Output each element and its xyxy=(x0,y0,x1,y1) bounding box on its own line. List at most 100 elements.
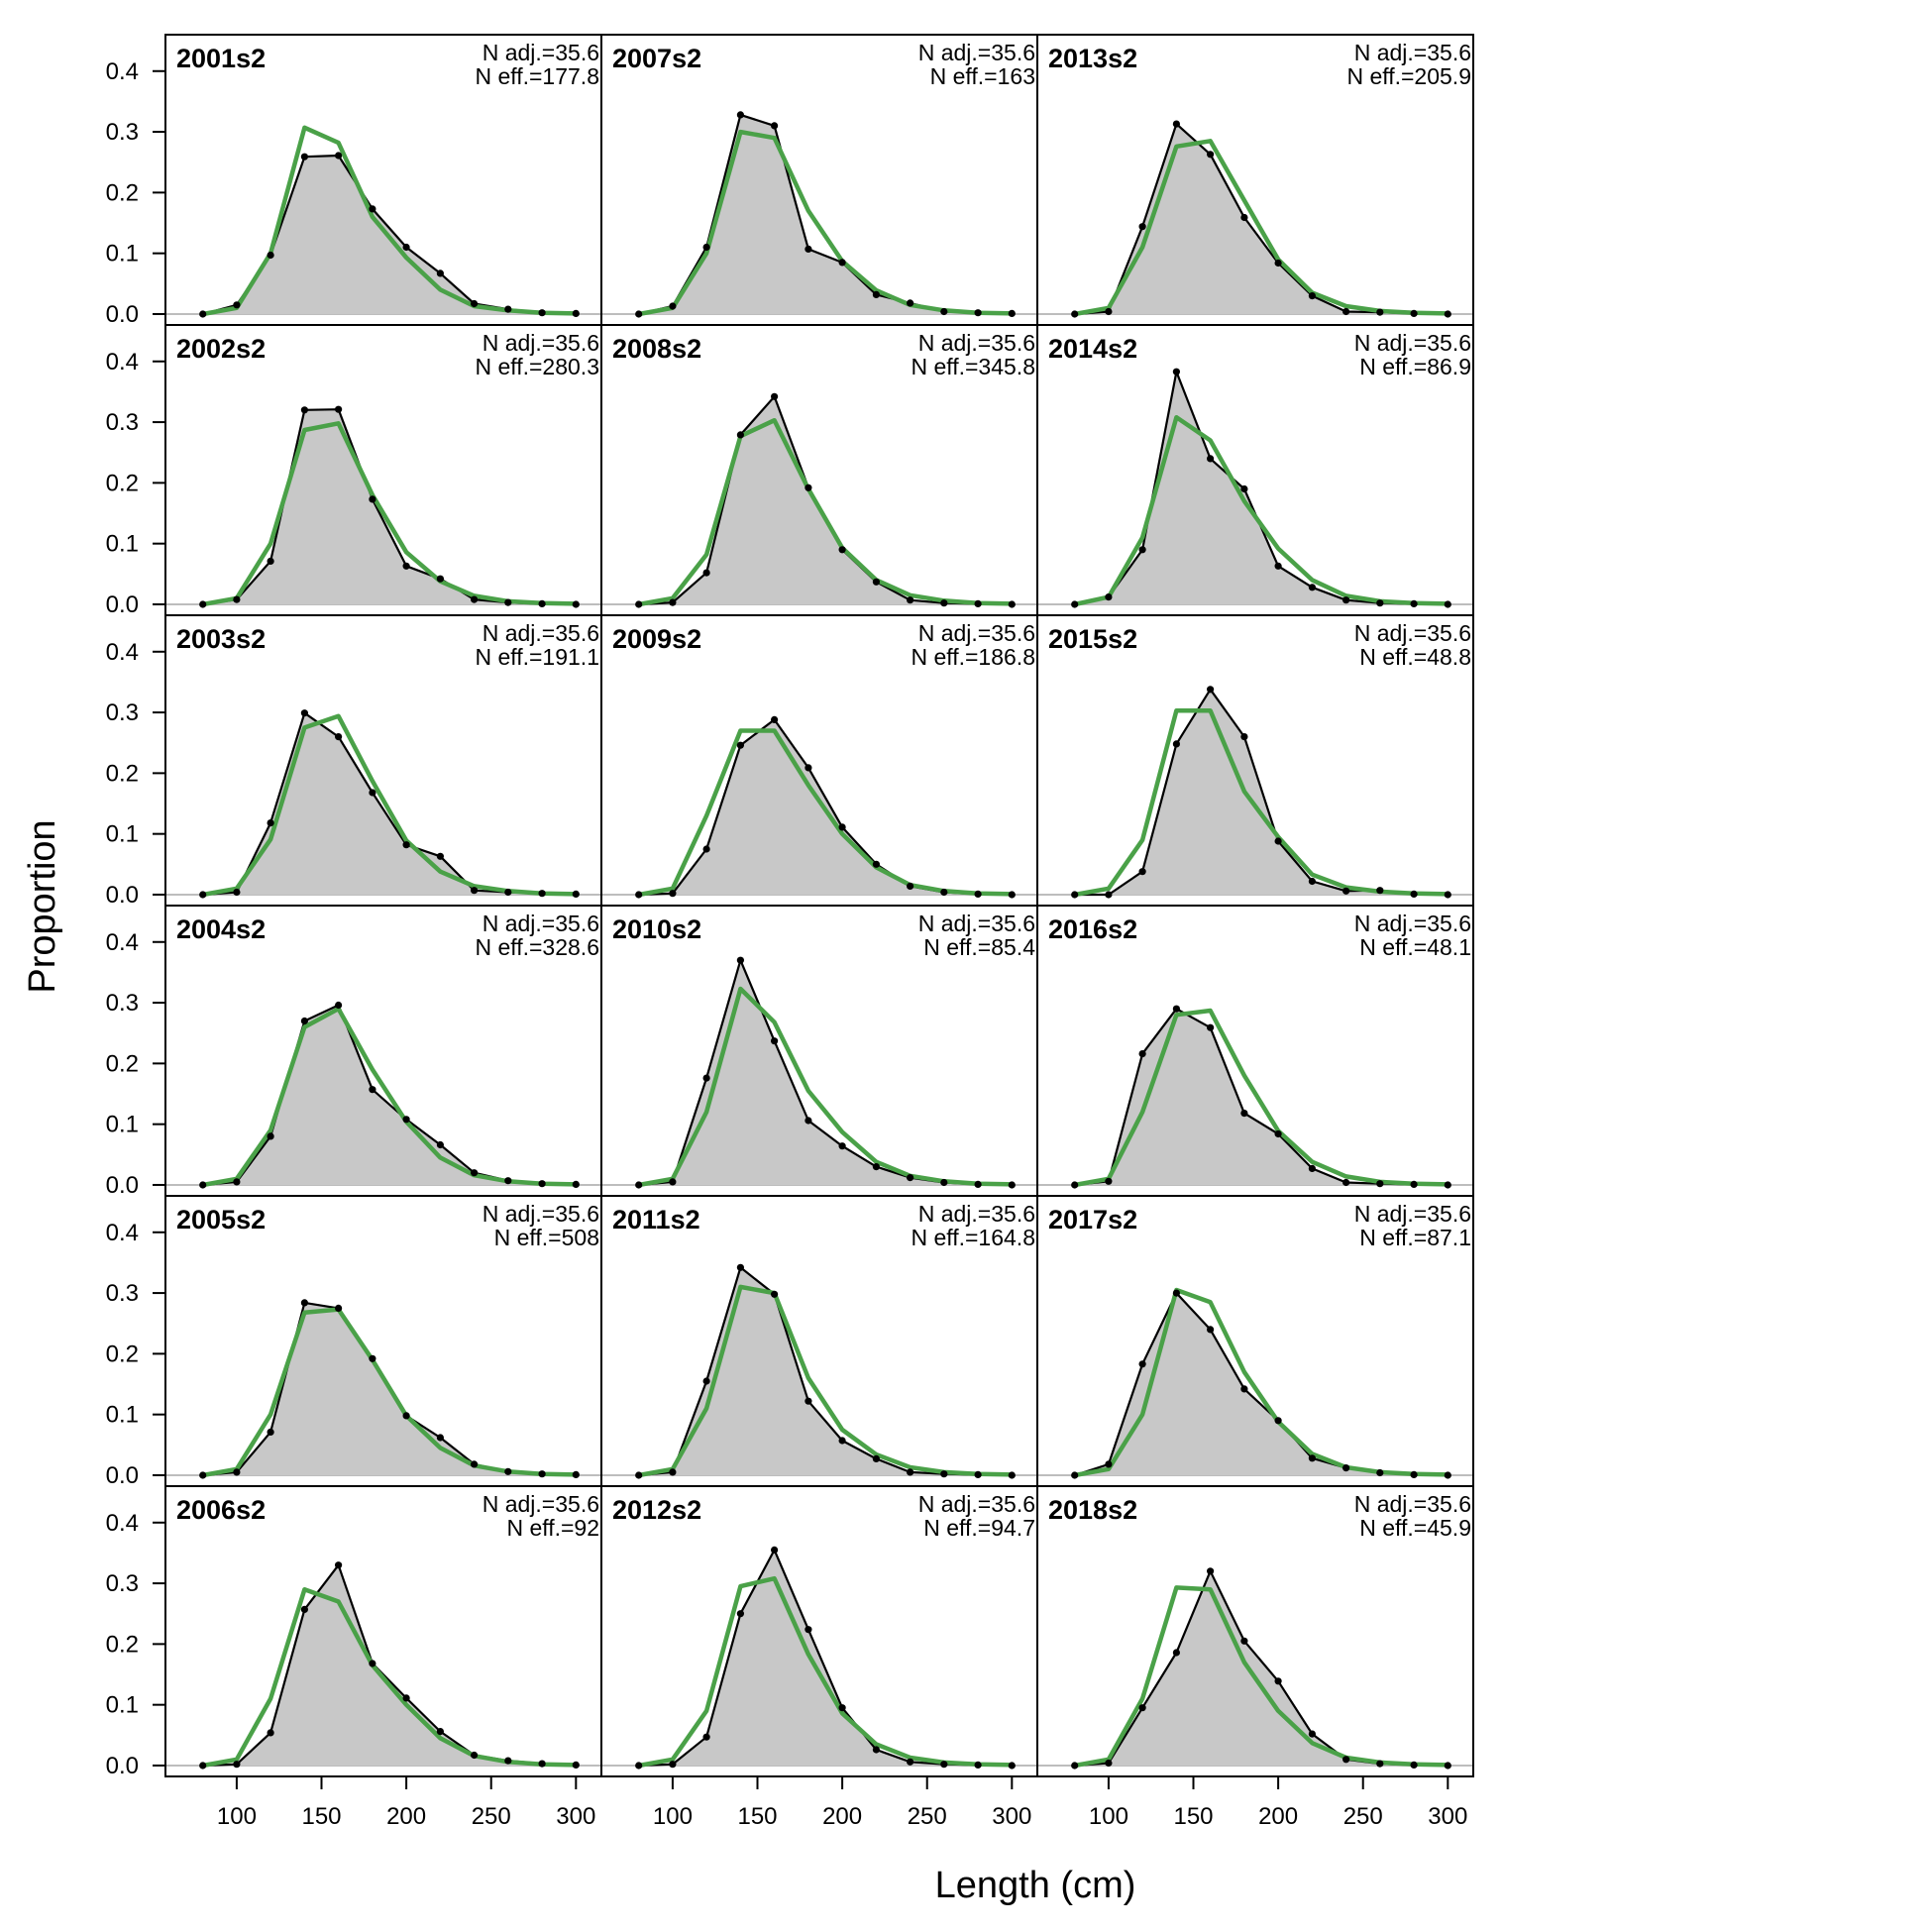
panel-2005s2: 2005s2 N adj.=35.6N eff.=508 xyxy=(164,1195,602,1487)
panel-title: 2016s2 xyxy=(1048,914,1137,944)
observed-point xyxy=(1071,600,1079,608)
panel-title: 2009s2 xyxy=(612,624,701,654)
observed-point xyxy=(1444,891,1451,899)
panel-title: 2001s2 xyxy=(176,44,266,73)
panel-title: 2010s2 xyxy=(612,914,701,944)
n-eff-label: N eff.=177.8 xyxy=(475,63,599,89)
n-adj-label: N adj.=35.6 xyxy=(483,911,599,936)
observed-point xyxy=(1410,1470,1418,1478)
observed-point xyxy=(940,599,948,607)
observed-point xyxy=(402,1116,410,1124)
observed-point xyxy=(771,1290,779,1298)
observed-point xyxy=(471,595,479,603)
panel-title: 2008s2 xyxy=(612,334,701,364)
panel-2017s2: 2017s2 N adj.=35.6N eff.=87.1 xyxy=(1036,1195,1474,1487)
observed-point xyxy=(436,575,444,583)
observed-point xyxy=(267,557,274,566)
observed-point xyxy=(1172,1289,1180,1297)
y-tick-label: 0.2 xyxy=(106,470,139,496)
observed-point xyxy=(974,599,982,608)
observed-area xyxy=(638,114,1013,315)
observed-point xyxy=(1172,1005,1180,1013)
observed-point xyxy=(907,1174,914,1182)
observed-point xyxy=(267,1132,274,1140)
x-tick-label: 200 xyxy=(822,1803,862,1830)
observed-point xyxy=(1308,1454,1316,1462)
observed-point xyxy=(1342,1756,1350,1764)
observed-point xyxy=(1308,877,1316,886)
observed-point xyxy=(199,600,207,608)
y-tick-label: 0.2 xyxy=(106,1050,139,1077)
observed-point xyxy=(1105,1177,1113,1185)
observed-point xyxy=(233,595,241,603)
observed-point xyxy=(572,309,580,317)
n-eff-label: N eff.=345.8 xyxy=(911,354,1035,379)
observed-point xyxy=(1008,309,1016,317)
observed-point xyxy=(805,1117,812,1125)
expected-line xyxy=(1074,707,1449,898)
observed-point xyxy=(369,1354,376,1362)
observed-point xyxy=(872,860,881,868)
observed-point xyxy=(1207,686,1215,694)
observed-point xyxy=(669,890,677,898)
observed-point xyxy=(1274,1129,1282,1138)
observed-point xyxy=(402,243,410,252)
observed-point xyxy=(1105,891,1113,899)
n-eff-label: N eff.=280.3 xyxy=(475,354,599,379)
observed-point xyxy=(736,111,745,119)
observed-point xyxy=(838,259,846,267)
n-eff-label: N eff.=85.4 xyxy=(923,934,1035,960)
observed-area xyxy=(202,712,577,895)
observed-point xyxy=(1444,310,1451,318)
observed-point xyxy=(504,1757,512,1765)
expected-line xyxy=(1074,1287,1449,1478)
observed-point xyxy=(199,1181,207,1189)
observed-point xyxy=(872,578,881,586)
observed-point xyxy=(369,495,376,503)
observed-point xyxy=(471,1751,479,1760)
observed-point xyxy=(1105,1759,1113,1768)
expected-line xyxy=(202,1307,577,1478)
n-eff-label: N eff.=205.9 xyxy=(1346,63,1471,89)
x-tick-label: 200 xyxy=(1258,1803,1298,1830)
n-adj-label: N adj.=35.6 xyxy=(918,1491,1035,1517)
y-tick-label: 0.0 xyxy=(106,591,139,618)
observed-point xyxy=(436,1434,444,1442)
n-adj-label: N adj.=35.6 xyxy=(483,1491,599,1517)
observed-point xyxy=(572,1761,580,1769)
observed-point xyxy=(1240,1637,1248,1645)
x-tick-label: 100 xyxy=(653,1803,693,1830)
panel-title: 2004s2 xyxy=(176,914,266,944)
observed-point xyxy=(1207,1326,1215,1334)
observed-point xyxy=(635,1471,643,1479)
observed-point xyxy=(199,310,207,318)
observed-point xyxy=(471,1460,479,1468)
observed-point xyxy=(267,251,274,260)
observed-point xyxy=(402,562,410,570)
observed-point xyxy=(369,1660,376,1667)
observed-point xyxy=(940,1470,948,1478)
observed-point xyxy=(267,819,274,827)
y-tick-label: 0.3 xyxy=(106,409,139,436)
observed-point xyxy=(538,1470,546,1478)
observed-point xyxy=(1105,1460,1113,1468)
y-tick-label: 0.2 xyxy=(106,1631,139,1658)
expected-line xyxy=(638,1284,1013,1478)
expected-line xyxy=(1074,139,1449,317)
panel-title: 2017s2 xyxy=(1048,1205,1137,1234)
n-adj-label: N adj.=35.6 xyxy=(1354,620,1471,646)
panel-2012s2: 2012s2 N adj.=35.6N eff.=94.7 xyxy=(600,1485,1038,1777)
observed-point xyxy=(838,1437,846,1445)
observed-point xyxy=(1342,307,1350,316)
n-eff-label: N eff.=48.8 xyxy=(1359,644,1471,670)
observed-point xyxy=(300,709,308,717)
observed-point xyxy=(538,1760,546,1768)
expected-line xyxy=(638,986,1013,1188)
x-axis-layer: 100 150 200 250 300 100 150 200 250 300 100 150 200 2… xyxy=(217,1776,1467,1830)
observed-point xyxy=(1308,292,1316,300)
panel-2003s2: 2003s2 N adj.=35.6N eff.=191.1 xyxy=(164,614,602,907)
y-tick-label: 0.2 xyxy=(106,179,139,206)
n-adj-label: N adj.=35.6 xyxy=(483,620,599,646)
observed-area xyxy=(1074,1293,1449,1475)
observed-point xyxy=(1274,1417,1282,1425)
